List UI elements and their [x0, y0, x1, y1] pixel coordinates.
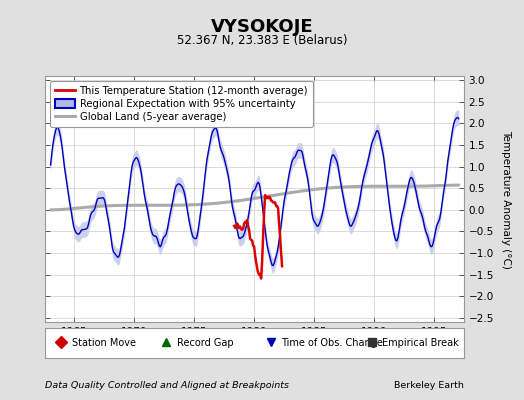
Text: Empirical Break: Empirical Break — [382, 338, 458, 348]
Text: Station Move: Station Move — [72, 338, 136, 348]
Text: Record Gap: Record Gap — [177, 338, 233, 348]
Text: VYSOKOJE: VYSOKOJE — [211, 18, 313, 36]
Y-axis label: Temperature Anomaly (°C): Temperature Anomaly (°C) — [501, 130, 511, 268]
Text: 52.367 N, 23.383 E (Belarus): 52.367 N, 23.383 E (Belarus) — [177, 34, 347, 47]
Text: Data Quality Controlled and Aligned at Breakpoints: Data Quality Controlled and Aligned at B… — [45, 381, 289, 390]
Text: Time of Obs. Change: Time of Obs. Change — [281, 338, 383, 348]
Legend: This Temperature Station (12-month average), Regional Expectation with 95% uncer: This Temperature Station (12-month avera… — [50, 81, 313, 127]
Text: Berkeley Earth: Berkeley Earth — [394, 381, 464, 390]
